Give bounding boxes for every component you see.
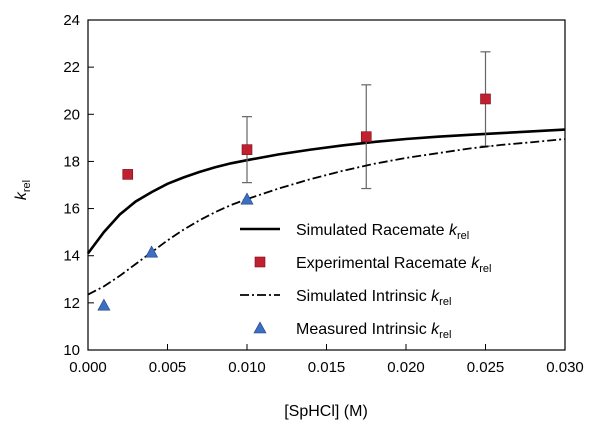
- legend-item: Measured Intrinsic krel: [253, 321, 451, 341]
- legend-label-sub: rel: [439, 296, 451, 308]
- y-tick-label: 14: [63, 248, 80, 265]
- legend-label-italic: k: [449, 222, 458, 239]
- legend-label: Measured Intrinsic krel: [296, 321, 451, 341]
- x-tick-label: 0.000: [69, 359, 107, 376]
- series-line: [87, 138, 566, 296]
- series-layer: [86, 51, 566, 311]
- legend-label-italic: k: [471, 255, 480, 272]
- legend-label-sub: rel: [479, 263, 491, 275]
- svg-text:krel: krel: [13, 180, 33, 200]
- legend-label: Simulated Racemate krel: [296, 222, 469, 242]
- y-tick-label: 10: [63, 342, 80, 359]
- legend-label-sub: rel: [439, 329, 451, 341]
- y-tick-label: 12: [63, 295, 80, 312]
- y-axis-title-sub: rel: [21, 180, 33, 192]
- series-2: [122, 51, 491, 190]
- x-tick-label: 0.025: [467, 359, 505, 376]
- legend-label-main: Simulated Racemate: [296, 222, 449, 239]
- legend-label: Simulated Intrinsic krel: [296, 288, 451, 308]
- x-tick-label: 0.020: [387, 359, 425, 376]
- data-point: [241, 144, 253, 155]
- series-3: [87, 138, 566, 296]
- y-tick-label: 22: [63, 59, 80, 76]
- data-point: [97, 298, 111, 311]
- x-tick-label: 0.030: [546, 359, 584, 376]
- legend-item: Simulated Intrinsic krel: [240, 288, 451, 308]
- y-axis-title: krel: [13, 180, 33, 200]
- legend-label-main: Experimental Racemate: [296, 255, 471, 272]
- y-tick-label: 18: [63, 153, 80, 170]
- y-tick-label: 20: [63, 106, 80, 123]
- data-point: [480, 93, 491, 105]
- y-tick-label: 24: [63, 12, 80, 29]
- legend-label-italic: k: [431, 288, 440, 305]
- y-tick-label: 16: [63, 201, 80, 218]
- x-tick-label: 0.005: [149, 359, 187, 376]
- x-axis-ticks: 0.000 0.005 0.010 0.015 0.020 0.025 0.030: [69, 344, 584, 376]
- data-point: [360, 131, 372, 142]
- legend-label-sub: rel: [457, 230, 469, 242]
- legend-item: Experimental Racemate krel: [254, 255, 491, 275]
- series-4: [97, 192, 254, 311]
- legend-swatch-marker: [254, 256, 266, 268]
- data-point: [145, 245, 159, 258]
- legend-label-main: Simulated Intrinsic: [296, 288, 431, 305]
- x-axis-title: [SpHCl] (M): [284, 403, 368, 420]
- legend-item: Simulated Racemate krel: [240, 222, 469, 242]
- y-axis-ticks: 10 12 14 16 18 20 22 24: [63, 12, 94, 359]
- legend-label-main: Measured Intrinsic: [296, 321, 431, 338]
- legend-label: Experimental Racemate krel: [296, 255, 491, 275]
- y-axis-title-main: k: [13, 191, 30, 200]
- data-point: [122, 169, 134, 180]
- x-tick-label: 0.010: [228, 359, 266, 376]
- legend-label-italic: k: [431, 321, 440, 338]
- x-tick-label: 0.015: [308, 359, 346, 376]
- data-point: [240, 192, 254, 205]
- legend-swatch-marker: [253, 321, 267, 334]
